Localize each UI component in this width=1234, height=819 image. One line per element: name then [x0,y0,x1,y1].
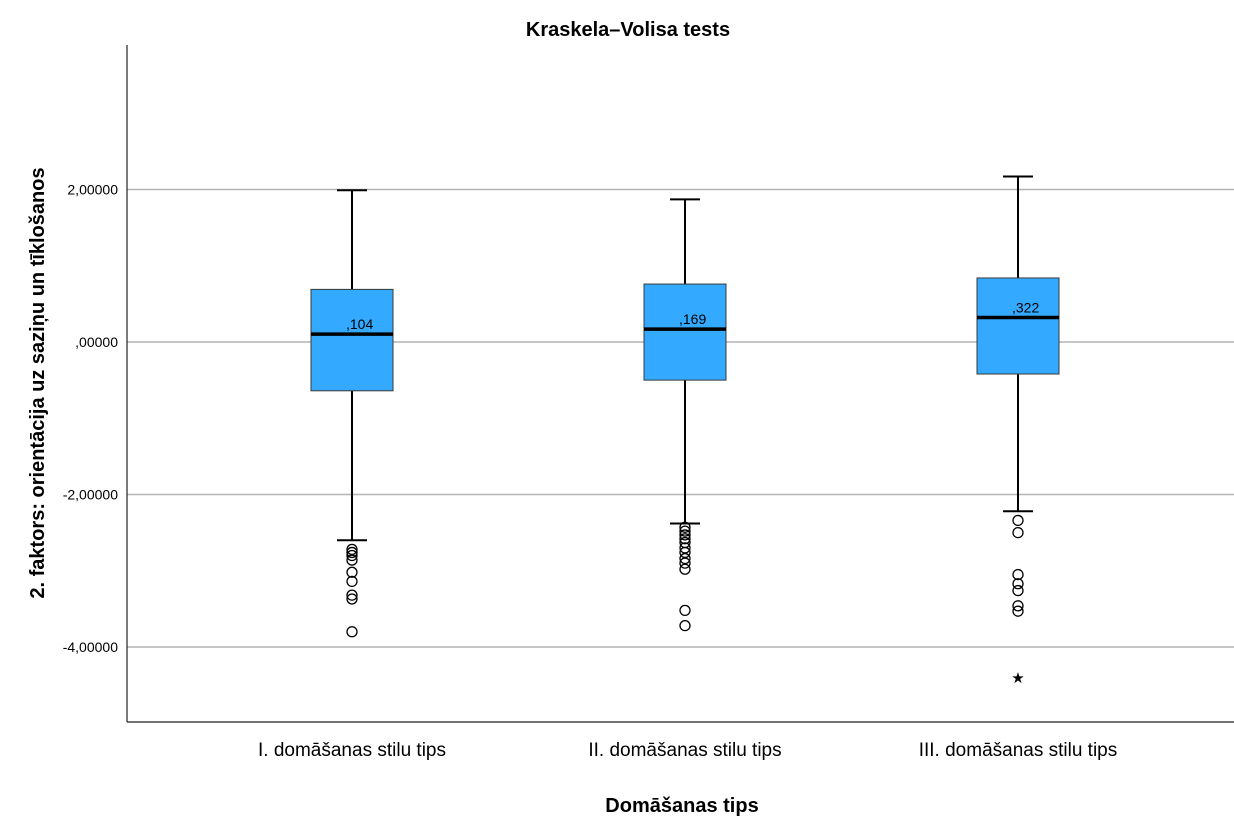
outlier-point [346,626,358,638]
outlier-point [1012,568,1024,581]
outlier-point [679,533,691,545]
y-tick-label: 2,00000 [67,182,118,198]
iqr-box [310,288,394,392]
x-axis-title: Domāšanas tips [605,795,758,817]
outlier-point [1012,578,1024,590]
axes [126,45,1234,723]
outlier-point [346,589,358,601]
iqr-box [643,283,727,381]
outlier-point [346,593,358,605]
box-group: ,169 [643,198,727,632]
x-category-label: II. domāšanas stilu tips [588,740,781,761]
y-tick-label: ,00000 [75,334,118,350]
outlier-point [346,554,358,566]
iqr-box [976,277,1060,375]
outlier-point [346,566,358,578]
x-category-label: III. domāšanas stilu tips [919,740,1118,761]
outlier-point [346,543,358,556]
outlier-point [679,546,691,559]
chart-title: Kraskela–Volisa tests [526,19,730,41]
y-tick-label: -4,00000 [63,639,118,655]
outlier-point [1012,584,1024,597]
outlier-point [679,525,691,537]
outlier-point [679,542,691,554]
outlier-point [679,529,691,541]
median-label: ,322 [1012,299,1039,315]
x-category-label: I. domāšanas stilu tips [258,740,446,761]
x-category-labels: I. domāšanas stilu tips II. domāšanas sti… [258,740,1117,761]
outlier-point [679,620,691,632]
outlier-point [679,552,691,565]
outlier-point [679,557,691,569]
outlier-point [1012,526,1024,539]
outlier-point [679,604,691,617]
box-group: ,104 [310,189,394,638]
y-axis-title: 2. faktors: orientācija uz saziņu un tīk… [27,167,49,598]
outlier-point [346,575,358,588]
outlier-point [1012,600,1024,612]
median-label: ,169 [679,311,706,327]
outlier-point [679,563,691,575]
gridlines [127,188,1234,648]
median-label: ,104 [346,316,373,332]
y-tick-label: -2,00000 [63,487,118,503]
outlier-point [1012,605,1024,617]
outlier-point [346,546,358,559]
outlier-point [346,549,358,562]
box-group: ,322 ★ [976,175,1060,687]
extreme-point: ★ [1011,670,1024,687]
box-plots: ,104 ,169 ,322 ★ [310,175,1060,687]
outlier-point [1012,514,1024,527]
y-tick-labels: 2,00000 ,00000 -2,00000 -4,00000 [63,182,118,656]
outlier-point [679,521,691,533]
